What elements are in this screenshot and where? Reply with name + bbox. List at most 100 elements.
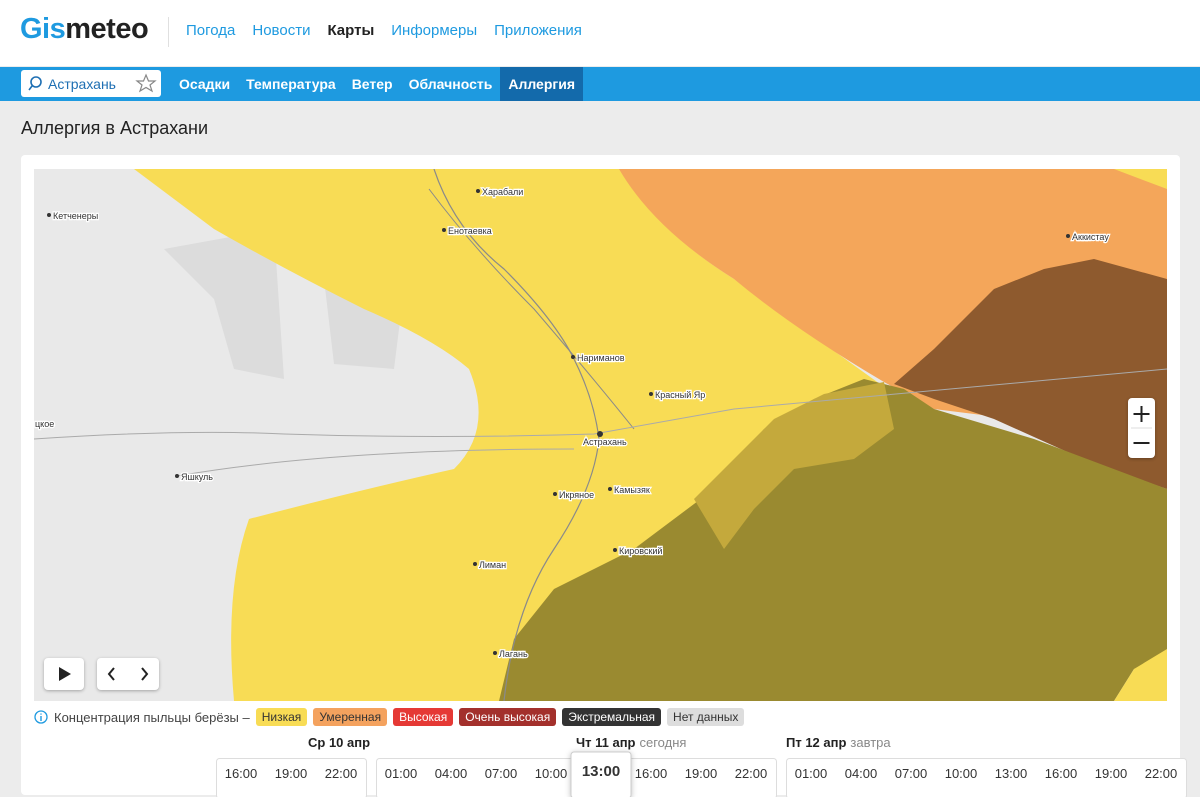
selected-time[interactable]: 13:00 (582, 763, 620, 780)
place-dot (493, 651, 497, 655)
legend-badge: Нет данных (667, 708, 745, 726)
place-label: Нариманов (577, 353, 625, 363)
time-slot[interactable]: 13:00 (995, 766, 1028, 781)
river (428, 188, 635, 430)
place-label: Аккистау (1072, 232, 1109, 242)
logo-accent[interactable]: Gis (20, 13, 66, 45)
place-dot (442, 228, 446, 232)
road (176, 448, 575, 477)
place-dot (473, 562, 477, 566)
place-dot (649, 392, 653, 396)
time-slot[interactable]: 22:00 (325, 766, 358, 781)
play-button[interactable] (44, 658, 84, 690)
time-slot[interactable]: 10:00 (945, 766, 978, 781)
place-dot (608, 487, 612, 491)
legend-badge: Очень высокая (459, 708, 557, 726)
play-icon (59, 667, 71, 681)
legend-badge: Высокая (393, 708, 454, 726)
legend: Концентрация пыльцы берёзы – Низкая Умере… (34, 708, 745, 726)
place-label: Икряное (559, 490, 594, 500)
place-label: Харабали (482, 187, 523, 197)
map-zone-transition (694, 382, 894, 549)
nav-link[interactable]: Информеры (391, 22, 478, 39)
day-label: Пт 12 апр завтра (786, 735, 891, 750)
place-dot (47, 213, 51, 217)
place-dot (553, 492, 557, 496)
nav-link[interactable]: Карты (327, 22, 375, 39)
place-dot (175, 474, 179, 478)
place-dot (597, 431, 603, 437)
legend-caption: Концентрация пыльцы берёзы – (54, 709, 250, 725)
day-group (786, 758, 1187, 797)
time-slot[interactable]: 19:00 (275, 766, 308, 781)
legend-badge: Низкая (255, 708, 308, 726)
logo[interactable]: Gismeteo (20, 13, 149, 46)
place-label: цкое (35, 419, 54, 429)
step-buttons[interactable] (97, 658, 159, 690)
day-label: Ср 10 апр (308, 735, 370, 750)
time-slot[interactable]: 07:00 (895, 766, 928, 781)
time-slot[interactable]: 16:00 (1045, 766, 1078, 781)
tabs: Осадки Температура Ветер Облачность Аллергия (171, 67, 583, 101)
place-label: Яшкуль (181, 472, 213, 482)
place-dot (476, 189, 480, 193)
map-zone-high (894, 259, 1167, 489)
search-box[interactable]: Астрахань (21, 70, 161, 97)
place-label: Лагань (499, 649, 528, 659)
map-tab[interactable]: Облачность (408, 76, 493, 92)
selected-time-box[interactable] (570, 751, 632, 797)
day-label: Чт 11 апр сегодня (576, 735, 686, 750)
zoom-icons (1131, 406, 1152, 444)
step-icons (107, 667, 149, 681)
place-dot (1066, 234, 1070, 238)
separator (168, 17, 169, 47)
day-label-note: завтра (850, 735, 891, 750)
day-label-date: Чт 11 апр (576, 735, 636, 750)
time-slot[interactable]: 22:00 (1145, 766, 1178, 781)
time-slot[interactable]: 01:00 (795, 766, 828, 781)
day-label-date: Ср 10 апр (308, 735, 370, 750)
page-title: Аллергия в Астрахани (21, 118, 209, 138)
day-label-note: сегодня (640, 735, 687, 750)
map-zone-low (1114, 649, 1167, 701)
place-label: Астрахань (583, 437, 627, 447)
time-slot[interactable]: 04:00 (845, 766, 878, 781)
place-label: Красный Яр (655, 390, 705, 400)
time-slot[interactable]: 19:00 (685, 766, 718, 781)
search-icon (30, 76, 42, 88)
river (433, 169, 600, 701)
map[interactable]: Харабали Енотаевка Кетченеры Аккистау Нарима… (34, 169, 1167, 701)
time-slot[interactable]: 19:00 (1095, 766, 1128, 781)
place-label: Лиман (479, 560, 506, 570)
time-slot[interactable]: 10:00 (535, 766, 568, 781)
header: Gismeteo Погода Новости Карты Информеры Прил… (0, 0, 1200, 66)
favorite-star[interactable] (135, 73, 157, 93)
zoom-control[interactable] (1128, 398, 1155, 458)
map-zone-low (1114, 169, 1167, 189)
place-dot (613, 548, 617, 552)
logo-rest[interactable]: meteo (65, 13, 149, 45)
time-slot[interactable]: 01:00 (385, 766, 418, 781)
nav-link[interactable]: Приложения (494, 22, 582, 39)
info-icon[interactable] (34, 710, 48, 724)
map-tab[interactable]: Температура (246, 76, 336, 92)
time-slot[interactable]: 16:00 (225, 766, 258, 781)
map-tab[interactable]: Осадки (179, 76, 231, 92)
place-label: Кетченеры (53, 211, 98, 221)
nav-link[interactable]: Погода (186, 22, 236, 39)
search-text[interactable]: Астрахань (48, 76, 116, 92)
map-tab[interactable]: Ветер (351, 76, 393, 92)
nav-link[interactable]: Новости (252, 22, 311, 39)
map-zone-olive (499, 379, 1167, 701)
place-label: Енотаевка (448, 226, 492, 236)
time-slot[interactable]: 16:00 (635, 766, 668, 781)
time-slot[interactable]: 07:00 (485, 766, 518, 781)
time-slot[interactable]: 04:00 (435, 766, 468, 781)
time-slot[interactable]: 22:00 (735, 766, 768, 781)
nav: Погода Новости Карты Информеры Приложения (186, 22, 582, 39)
timeline: Ср 10 апр 16:00 19:00 22:00 Чт 11 апр сегодня… (216, 735, 1187, 797)
map-tab[interactable]: Аллергия (500, 67, 583, 101)
day-group (216, 758, 367, 797)
